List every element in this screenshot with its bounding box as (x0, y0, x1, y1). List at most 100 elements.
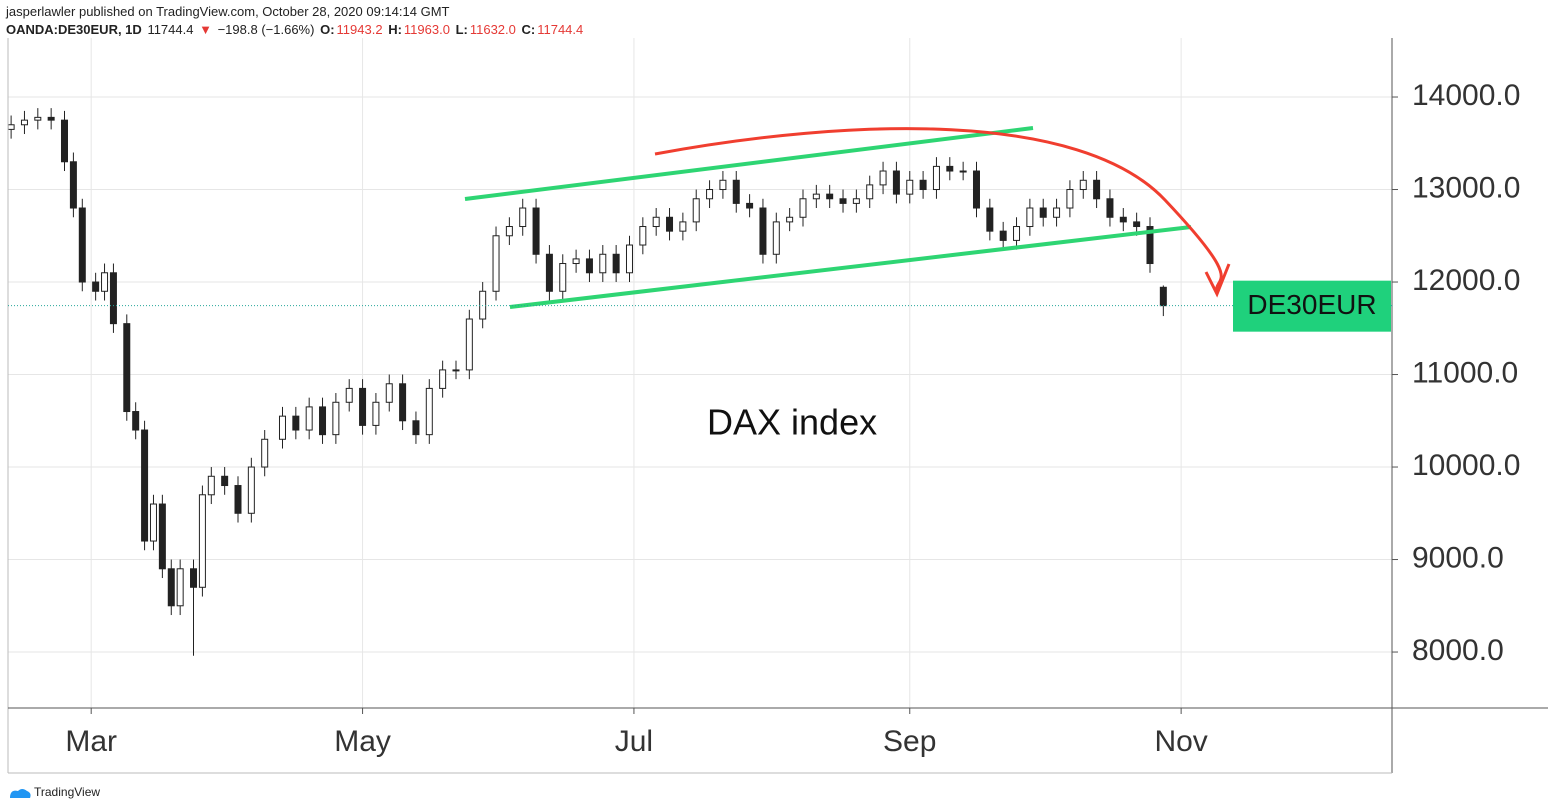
candle-body (625, 244, 633, 274)
candle-body (1146, 226, 1154, 265)
candle-body (190, 568, 198, 588)
candle-body (786, 216, 794, 223)
l-label: L: (455, 22, 468, 37)
candle-body (109, 272, 117, 325)
candle-body (986, 207, 994, 232)
price-tag-box (1233, 280, 1391, 332)
candle-body (759, 207, 767, 255)
candle-body (399, 383, 407, 422)
candle-body (141, 429, 149, 542)
candle-body (69, 161, 77, 209)
logo (10, 789, 31, 798)
candle-body (47, 116, 55, 121)
candle-body (305, 406, 313, 431)
candle-body (385, 383, 393, 403)
candle-body (261, 438, 269, 468)
x-tick-label: Nov (1154, 725, 1207, 758)
x-tick-label: Sep (883, 725, 936, 758)
o-label: O: (320, 22, 335, 37)
h-label: H: (388, 22, 402, 37)
candle-body (221, 475, 229, 487)
candle-body (332, 401, 340, 436)
o-value: 11943.2 (336, 22, 383, 37)
candle-body (519, 207, 527, 228)
candle-body (198, 494, 206, 588)
candle-body (1079, 179, 1087, 191)
candle-body (452, 369, 460, 372)
candle-body (234, 485, 242, 514)
candle-body (585, 258, 593, 274)
candle-body (278, 415, 286, 440)
candle-body (692, 198, 700, 223)
candle-body (826, 193, 834, 200)
candle-body (612, 253, 620, 274)
y-tick-label: 9000.0 (1412, 541, 1504, 574)
candle-body (879, 170, 887, 186)
candle-body (1066, 189, 1074, 209)
arc-arrow (654, 127, 1223, 294)
candle-body (207, 475, 215, 496)
candle-body (123, 323, 131, 413)
candle-body (746, 202, 754, 209)
y-tick-label: 12000.0 (1412, 264, 1520, 297)
candle-body (572, 258, 580, 265)
arrow: ▼ (199, 22, 212, 37)
drawings (464, 126, 1231, 309)
candle-body (799, 198, 807, 218)
candle-body (372, 401, 380, 426)
candle-body (1026, 207, 1034, 228)
candle-body (132, 411, 140, 431)
candle-body (706, 189, 714, 200)
footer: TradingView (34, 785, 101, 799)
annotation: DAX index (707, 402, 877, 443)
candle-body (972, 170, 980, 209)
candle-body (7, 124, 15, 130)
candle-body (1159, 286, 1167, 307)
candle-body (946, 165, 954, 172)
candle-body (20, 119, 28, 126)
candle-body (149, 503, 157, 542)
candle-body (652, 216, 660, 228)
candle-body (1093, 179, 1101, 200)
arrow-head (1204, 263, 1231, 298)
candle-body (34, 116, 42, 121)
change: −198.8 (−1.66%) (217, 22, 315, 37)
candle-body (439, 369, 447, 389)
x-tick-label: May (334, 725, 391, 758)
h-value: 11963.0 (403, 22, 450, 37)
candle-body (866, 184, 874, 200)
candle-body (732, 179, 740, 204)
price-tag: DE30EUR (1247, 289, 1376, 320)
c-value: 11744.4 (537, 22, 584, 37)
c-label: C: (521, 22, 536, 37)
candle-body (959, 170, 967, 173)
candle-body (772, 221, 780, 255)
candle-body (919, 179, 927, 191)
candle-body (345, 387, 353, 403)
candle-body (412, 420, 420, 436)
trend-line (464, 126, 1034, 201)
candle-body (599, 253, 607, 274)
candle-body (839, 198, 847, 204)
candle-body (465, 318, 473, 371)
grid (8, 38, 1392, 708)
candle-body (492, 235, 500, 292)
candle-body (545, 253, 553, 292)
candle-body (666, 216, 674, 232)
l-value: 11632.0 (469, 22, 516, 37)
candle-body (78, 207, 86, 283)
candle-body (1106, 198, 1114, 218)
candle-body (906, 179, 914, 195)
candle-body (1053, 207, 1061, 218)
candle-body (812, 193, 820, 200)
candle-body (852, 198, 860, 204)
candle-body (719, 179, 727, 191)
candle-body (479, 290, 487, 320)
trend-line (509, 225, 1192, 309)
candle-body (319, 406, 327, 436)
candle-body (359, 387, 367, 426)
candle-body (425, 387, 433, 436)
last: 11744.4 (147, 22, 194, 37)
